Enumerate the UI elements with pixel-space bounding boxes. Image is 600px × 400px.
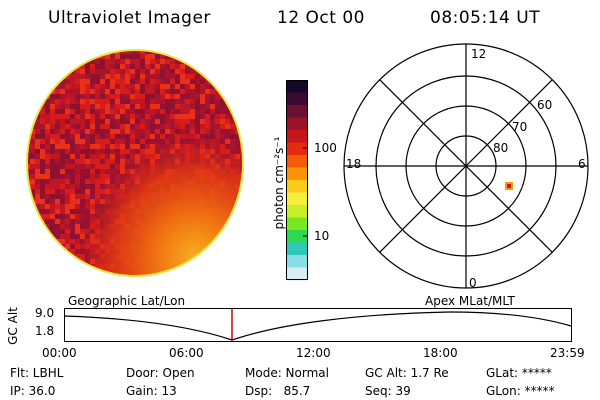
timeline-y-tick-1-8: 1.8	[35, 324, 55, 338]
info-gc-alt: GC Alt: 1.7 Re	[365, 366, 449, 380]
disk-rim	[26, 49, 244, 277]
timeline-x-tick-2359: 23:59	[550, 346, 585, 360]
mlt-label-6: 6	[578, 157, 586, 171]
timeline-right-header: Apex MLat/MLT	[425, 294, 515, 308]
info-filter: Flt: LBHL	[10, 366, 64, 380]
info-mode: Mode: Normal	[245, 366, 329, 380]
timeline-left-header: Geographic Lat/Lon	[68, 294, 186, 308]
info-seq: Seq: 39	[365, 384, 411, 398]
info-dsp: Dsp: 85.7	[245, 384, 311, 398]
timeline-x-tick-0000: 00:00	[42, 346, 77, 360]
instrument-title: Ultraviolet Imager	[48, 8, 211, 28]
mlt-label-18: 18	[346, 157, 362, 171]
info-ip: IP: 36.0	[10, 384, 56, 398]
info-gain: Gain: 13	[126, 384, 177, 398]
timeline-x-tick-0600: 06:00	[169, 346, 204, 360]
timeline-x-tick-1800: 18:00	[423, 346, 458, 360]
uv-image-disk	[26, 49, 244, 277]
info-glat: GLat: *****	[486, 366, 552, 380]
timeline-x-tick-1200: 12:00	[296, 346, 331, 360]
time-label: 08:05:14 UT	[430, 8, 541, 28]
lat-label-60: 60	[537, 98, 553, 112]
timeline-altitude-plot	[63, 308, 572, 342]
polar-diagonal-2	[379, 79, 553, 253]
date-label: 12 Oct 00	[277, 8, 365, 28]
timeline-y-label: GC Alt	[6, 307, 20, 345]
timeline-y-tick-9: 9.0	[35, 306, 55, 320]
colorbar-tick-10: 10	[314, 229, 330, 243]
bright-region	[27, 50, 243, 276]
polar-mlt-plot	[343, 43, 589, 289]
colorbar-unit-label: photon cm⁻²s⁻¹	[272, 136, 286, 230]
colorbar-tick-100: 100	[314, 141, 337, 155]
colorbar	[286, 80, 308, 281]
mlt-label-0: 0	[469, 276, 477, 290]
altitude-curve	[63, 311, 572, 341]
mlt-label-12: 12	[471, 47, 487, 61]
lat-label-80: 80	[493, 141, 509, 155]
info-door: Door: Open	[126, 366, 195, 380]
lat-label-70: 70	[512, 120, 528, 134]
info-glon: GLon: *****	[486, 384, 555, 398]
